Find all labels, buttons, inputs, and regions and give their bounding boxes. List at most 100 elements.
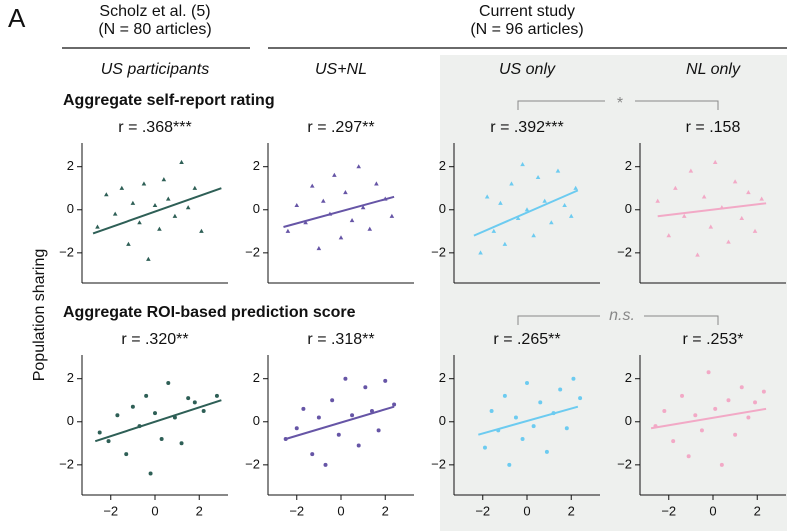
y-tick-label: −2 <box>59 456 74 471</box>
highlight-bg <box>440 55 787 531</box>
point <box>172 213 178 218</box>
y-tick-label: −2 <box>617 456 632 471</box>
fit-line <box>285 405 395 440</box>
y-axis-label: Population sharing <box>31 249 48 382</box>
y-tick-label: 2 <box>67 370 74 385</box>
point <box>571 376 576 381</box>
point <box>515 215 521 220</box>
point <box>119 185 125 190</box>
point <box>321 198 326 203</box>
point <box>303 220 308 225</box>
group-subtitle: (N = 96 articles) <box>470 21 583 38</box>
point <box>316 246 322 251</box>
point <box>349 218 355 223</box>
point <box>356 443 361 448</box>
point <box>666 233 672 238</box>
point <box>179 159 184 164</box>
column-header: NL only <box>686 61 741 78</box>
x-tick-label: 0 <box>337 503 344 518</box>
point <box>680 393 685 398</box>
comparison-bracket <box>517 100 719 110</box>
x-tick-label: 0 <box>709 503 716 518</box>
y-tick-label: 2 <box>253 370 260 385</box>
point <box>97 430 102 435</box>
point <box>374 181 379 186</box>
point <box>332 172 337 177</box>
point <box>285 228 291 233</box>
comparison-label: n.s. <box>609 307 635 324</box>
point <box>484 194 490 199</box>
point <box>115 413 120 418</box>
point <box>350 413 355 418</box>
point <box>719 462 724 467</box>
y-tick-label: 2 <box>439 158 446 173</box>
point <box>538 400 543 405</box>
fit-line <box>92 187 222 235</box>
group-title: Scholz et al. (5) <box>99 3 210 20</box>
point <box>531 233 536 238</box>
point <box>294 202 300 208</box>
x-tick-label: −2 <box>289 503 304 518</box>
point <box>573 185 578 190</box>
point <box>549 220 554 225</box>
point <box>482 445 487 450</box>
point <box>671 439 676 444</box>
x-tick-label: 2 <box>568 503 575 518</box>
panel-letter: A <box>8 3 26 33</box>
point <box>673 185 678 190</box>
point <box>542 198 547 203</box>
point <box>564 426 569 431</box>
point <box>708 224 714 229</box>
stat-label: r = .368*** <box>118 119 191 136</box>
point <box>509 181 514 186</box>
point <box>165 196 171 201</box>
point <box>520 437 525 441</box>
point <box>185 205 191 210</box>
y-tick-label: −2 <box>59 244 74 259</box>
x-tick-label: 2 <box>196 503 203 518</box>
point <box>681 213 687 218</box>
x-tick-label: 2 <box>754 503 761 518</box>
point <box>141 181 147 186</box>
point <box>309 183 315 188</box>
point <box>144 393 149 398</box>
point <box>726 239 731 244</box>
point <box>316 415 321 420</box>
x-tick-label: −2 <box>103 503 118 518</box>
point <box>130 200 136 205</box>
x-tick-label: 2 <box>382 503 389 518</box>
x-tick-label: 0 <box>151 503 158 518</box>
fit-line <box>478 405 579 436</box>
point <box>153 411 157 416</box>
column-header: US participants <box>101 61 210 78</box>
point <box>562 202 567 208</box>
point <box>343 190 348 195</box>
x-tick-label: −2 <box>475 503 490 518</box>
x-tick-label: −2 <box>661 503 676 518</box>
point <box>179 441 184 446</box>
point <box>124 452 129 457</box>
stat-label: r = .158 <box>686 119 741 136</box>
point <box>478 250 483 255</box>
point <box>507 462 512 467</box>
point <box>662 409 667 413</box>
point <box>106 439 111 444</box>
point <box>112 211 118 216</box>
point <box>137 220 142 225</box>
point <box>558 387 563 392</box>
y-tick-label: −2 <box>245 456 260 471</box>
column-header: US only <box>499 61 556 78</box>
point <box>199 228 204 233</box>
point <box>192 400 197 405</box>
y-tick-label: 2 <box>439 370 446 385</box>
point <box>732 179 738 184</box>
point <box>148 471 153 476</box>
group-title: Current study <box>479 3 575 20</box>
point <box>130 404 135 409</box>
point <box>363 385 368 390</box>
comparison-label: * <box>617 95 623 112</box>
point <box>491 228 497 233</box>
point <box>323 462 328 467</box>
point <box>489 409 494 413</box>
point <box>338 235 344 240</box>
